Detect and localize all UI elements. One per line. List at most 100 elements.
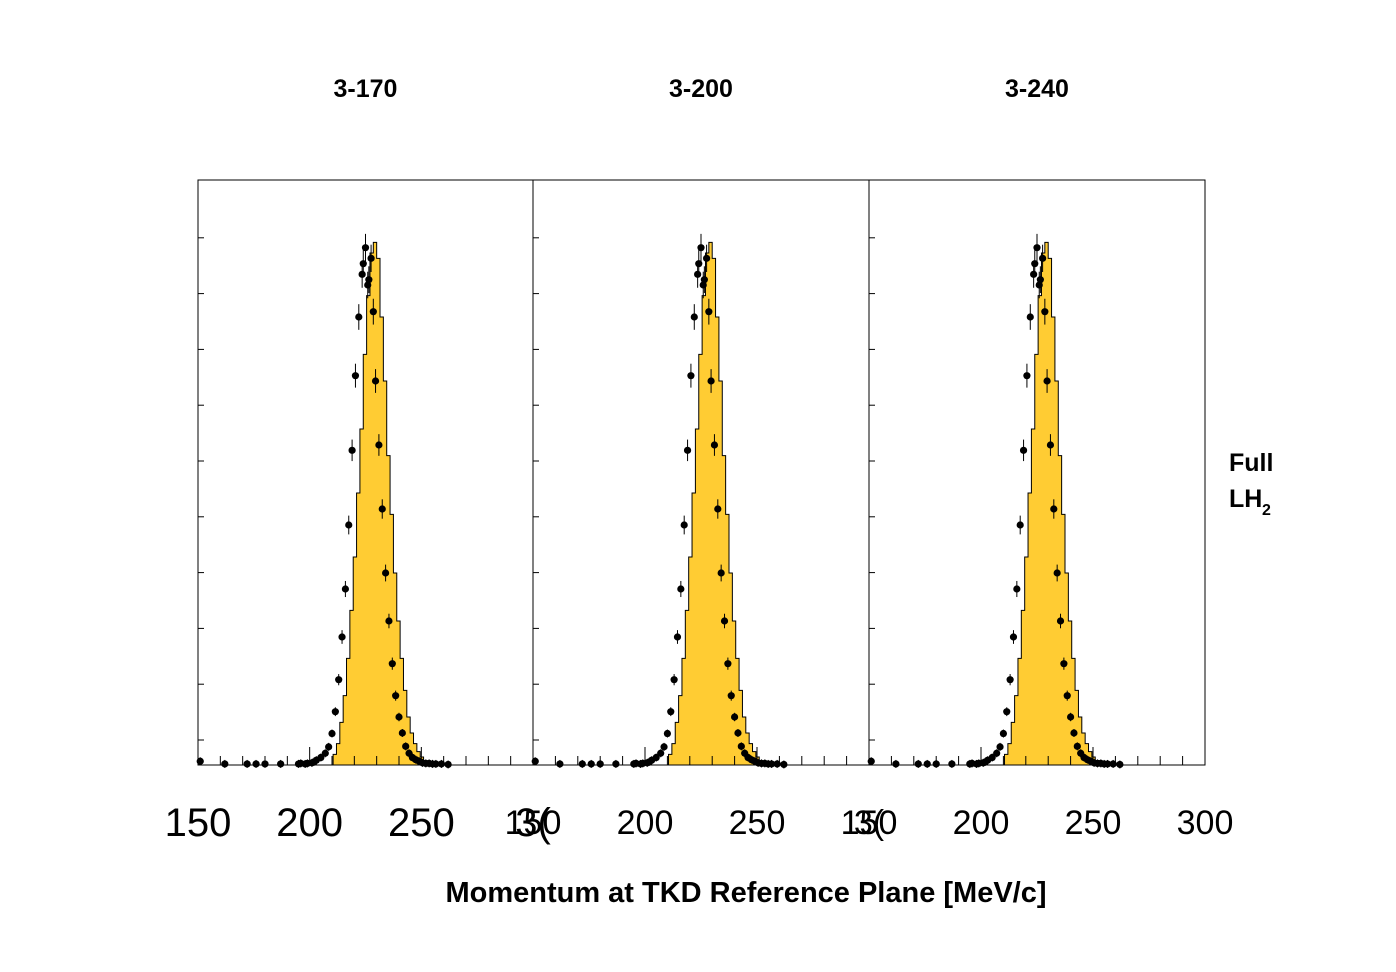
data-point	[705, 308, 713, 316]
data-point	[321, 749, 329, 757]
data-point	[367, 254, 375, 262]
data-point	[1073, 742, 1081, 750]
panel-3-240: 3-240 150 200 250 300	[841, 75, 1234, 842]
data-point	[398, 729, 406, 737]
x-tick-label: 150	[505, 804, 562, 842]
data-point	[1003, 708, 1011, 716]
panel-title: 3-240	[1005, 75, 1069, 103]
data-point	[1041, 308, 1049, 316]
data-point	[375, 441, 383, 449]
data-point	[724, 660, 732, 668]
data-point	[578, 760, 586, 768]
data-point	[737, 742, 745, 750]
data-point	[683, 446, 692, 454]
data-point	[348, 446, 356, 454]
data-point	[351, 372, 360, 380]
data-point	[361, 244, 370, 252]
x-tick-label: 150	[841, 804, 898, 842]
data-point	[673, 633, 682, 641]
data-point	[1026, 313, 1034, 321]
x-tick-label: 250	[1065, 804, 1122, 842]
data-point	[382, 569, 390, 577]
data-point	[359, 260, 367, 268]
mc-histogram	[1004, 241, 1100, 766]
x-tick-label: 150	[165, 801, 232, 845]
data-point	[993, 749, 1001, 757]
data-point	[703, 254, 711, 262]
data-point	[1031, 260, 1039, 268]
x-tick-label: 200	[617, 804, 674, 842]
data-point	[714, 505, 722, 513]
data-point	[660, 743, 668, 751]
data-point	[328, 729, 336, 738]
panels-group: 3-170 150 200 250 3(3-200 150 200 250 3(3-240 150…	[165, 75, 1234, 845]
data-point	[690, 313, 698, 321]
data-point	[996, 743, 1004, 751]
data-point	[341, 585, 349, 593]
x-tick-label: 200	[953, 804, 1010, 842]
data-point	[1033, 244, 1041, 252]
data-point	[358, 270, 366, 278]
data-point	[243, 760, 251, 768]
data-point	[948, 760, 956, 768]
panel-3-200: 3-200 150 200 250 3(	[505, 75, 885, 842]
data-point	[402, 742, 410, 750]
data-point	[923, 760, 931, 768]
data-point	[1039, 254, 1047, 262]
data-point	[1023, 372, 1031, 380]
panel-3-170: 3-170 150 200 250 3(	[165, 75, 552, 845]
data-point	[335, 676, 343, 684]
data-point	[365, 276, 373, 284]
panel-title: 3-170	[334, 75, 398, 103]
data-point	[680, 521, 688, 529]
data-point	[317, 753, 325, 762]
mc-histogram	[332, 241, 428, 766]
mc-histogram	[668, 241, 764, 766]
data-point	[677, 585, 685, 593]
data-point	[369, 308, 377, 316]
data-point	[338, 633, 346, 641]
data-point	[432, 760, 440, 768]
x-tick-label: 300	[1177, 804, 1234, 842]
data-point	[385, 617, 393, 625]
data-point	[695, 260, 703, 268]
data-point	[687, 372, 695, 380]
data-point	[392, 692, 400, 700]
side-label: Full LH 2	[1229, 449, 1273, 519]
data-point	[1043, 377, 1051, 385]
x-tick-label: 3(	[854, 804, 885, 842]
data-point	[1060, 660, 1068, 668]
side-label-line2: LH	[1229, 485, 1262, 513]
x-tick-label: 250	[729, 804, 786, 842]
data-point	[345, 521, 353, 529]
data-point	[999, 729, 1008, 738]
data-point	[1046, 441, 1055, 449]
data-point	[1019, 446, 1028, 454]
data-point	[277, 760, 285, 768]
data-point	[1103, 760, 1112, 768]
x-tick-label: 200	[276, 801, 343, 845]
data-point	[1016, 521, 1024, 529]
data-point	[1050, 505, 1058, 513]
data-point	[1030, 270, 1038, 278]
data-point	[612, 760, 620, 768]
data-point	[1056, 617, 1065, 625]
x-tick-label: 250	[388, 801, 455, 845]
data-point	[892, 760, 900, 768]
data-point	[988, 753, 996, 762]
data-point	[667, 708, 675, 716]
data-point	[663, 729, 672, 738]
panel-title: 3-200	[669, 75, 733, 103]
data-point	[720, 617, 729, 625]
data-point	[1036, 276, 1044, 284]
data-point	[717, 569, 725, 577]
data-point	[700, 276, 708, 284]
data-point	[1053, 569, 1061, 577]
data-point	[1006, 676, 1014, 684]
data-point	[221, 760, 229, 768]
data-point	[587, 760, 595, 768]
data-point	[1070, 729, 1078, 737]
data-point	[767, 760, 776, 768]
data-point	[252, 760, 260, 768]
data-point	[727, 692, 735, 700]
